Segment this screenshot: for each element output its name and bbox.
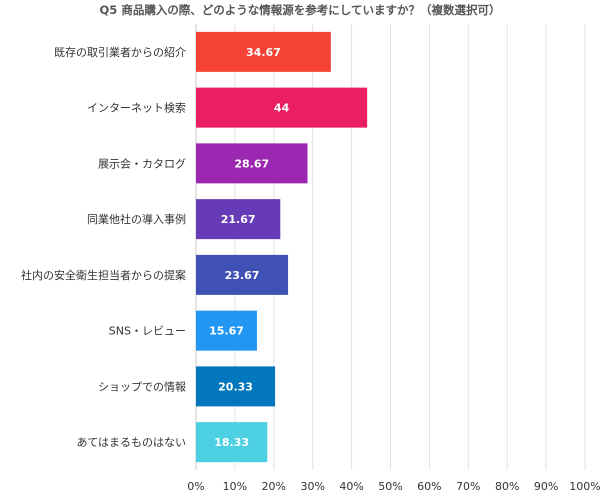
bar-value-label: 21.67 <box>221 213 256 226</box>
bar <box>196 199 281 240</box>
bar <box>196 31 331 72</box>
category-label: SNS・レビュー <box>109 325 186 338</box>
x-tick-label: 90% <box>534 480 558 493</box>
x-tick-label: 20% <box>262 480 286 493</box>
bar-value-label: 18.33 <box>214 436 249 449</box>
category-label: ショップでの情報 <box>98 380 186 393</box>
category-label: インターネット検索 <box>87 101 186 115</box>
category-label: 同業他社の導入事例 <box>87 212 186 226</box>
bar-value-label: 28.67 <box>234 157 269 170</box>
bar-value-label: 15.67 <box>209 325 244 338</box>
x-tick-label: 40% <box>339 480 363 493</box>
x-axis-ticks: 0% 10% 20% 30% 40% 50% 60% 70% 80% 90% 100% <box>187 480 600 493</box>
x-tick-label: 50% <box>378 480 402 493</box>
x-tick-label: 0% <box>187 480 204 493</box>
x-tick-label: 70% <box>456 480 480 493</box>
category-label: あてはまるものはない <box>76 436 186 449</box>
bar <box>196 143 308 184</box>
bar <box>196 310 257 351</box>
bar <box>196 366 276 407</box>
bar-value-label: 20.33 <box>218 380 253 393</box>
category-label: 社内の安全衛生担当者からの提案 <box>21 268 186 282</box>
x-tick-label: 10% <box>223 480 247 493</box>
bar-value-label: 34.67 <box>246 46 281 59</box>
bar <box>196 254 289 295</box>
bars: 34.67 44 28.67 21.67 23.67 15.67 20.33 18.33 <box>196 31 368 463</box>
x-tick-label: 60% <box>417 480 441 493</box>
bar <box>196 422 268 463</box>
bar <box>196 87 368 128</box>
bar-value-label: 44 <box>274 102 290 115</box>
category-labels: 既存の取引業者からの紹介インターネット検索展示会・カタログ同業他社の導入事例社内… <box>21 45 186 449</box>
bar-value-label: 23.67 <box>225 269 260 282</box>
x-tick-label: 30% <box>300 480 324 493</box>
x-tick-label: 80% <box>495 480 519 493</box>
category-label: 既存の取引業者からの紹介 <box>54 45 186 59</box>
x-tick-label: 100% <box>569 480 600 493</box>
chart-title: Q5 商品購入の際、どのような情報源を参考にしていますか？（複数選択可） <box>100 3 501 17</box>
category-label: 展示会・カタログ <box>98 156 186 170</box>
